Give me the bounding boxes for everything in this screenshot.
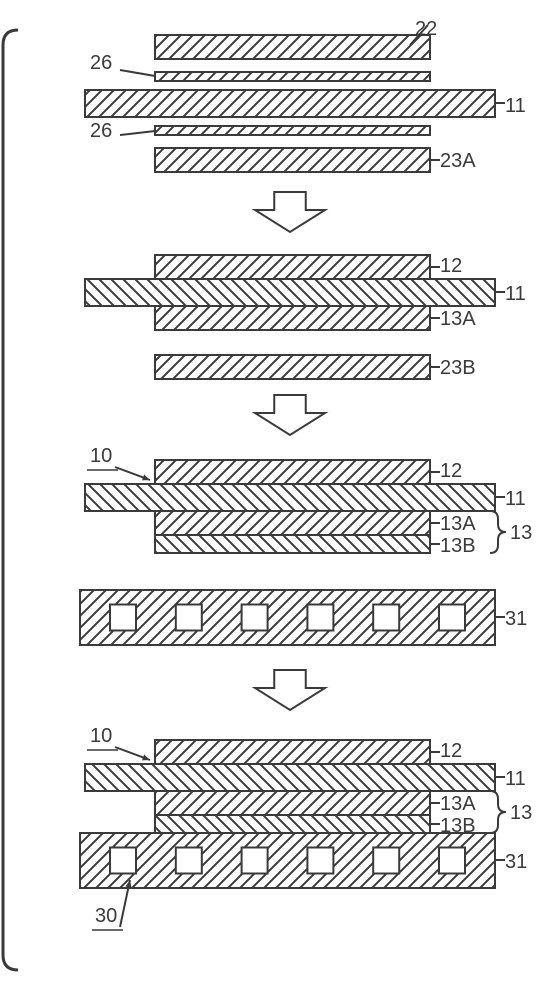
label-23B: 23B [440, 357, 476, 380]
layer-23B [155, 355, 430, 379]
label-11: 11 [505, 283, 526, 306]
brace-label-13: 13 [510, 522, 532, 545]
label-22: 22 [415, 18, 437, 41]
layer-13B [155, 535, 430, 553]
label-13A: 13A [440, 793, 476, 816]
label-11: 11 [505, 95, 526, 118]
layer-12 [155, 460, 430, 484]
left-bracket [3, 30, 18, 970]
label-12: 12 [440, 460, 462, 483]
label-13A: 13A [440, 513, 476, 536]
layer-23A [155, 148, 430, 172]
layer-26a [155, 72, 430, 81]
brace-label-13: 13 [510, 802, 532, 825]
pointer-30: 30 [95, 905, 117, 928]
label-12: 12 [440, 740, 462, 763]
substrate-31 [80, 833, 495, 888]
label-26b: 26 [90, 120, 112, 143]
down-arrow [255, 670, 325, 710]
label-31: 31 [505, 851, 527, 874]
down-arrow [255, 192, 325, 232]
layer-12 [155, 255, 430, 279]
label-13B: 13B [440, 535, 476, 558]
layer-13A [155, 511, 430, 535]
label-23A: 23A [440, 150, 476, 173]
layer-26b [155, 126, 430, 135]
label-11: 11 [505, 488, 526, 511]
label-31: 31 [505, 608, 527, 631]
layer-11 [85, 484, 495, 511]
layer-12 [155, 740, 430, 764]
layer-11 [85, 90, 495, 117]
label-13A: 13A [440, 308, 476, 331]
down-arrow [255, 395, 325, 435]
layer-13A [155, 306, 430, 330]
layer-13A [155, 791, 430, 815]
layer-11 [85, 279, 495, 306]
label-26a: 26 [90, 52, 112, 75]
pointer-10: 10 [90, 445, 112, 468]
label-11: 11 [505, 768, 526, 791]
layer-22 [155, 35, 430, 59]
label-12: 12 [440, 255, 462, 278]
layer-13B [155, 815, 430, 833]
layer-11 [85, 764, 495, 791]
label-13B: 13B [440, 815, 476, 838]
substrate-31 [80, 590, 495, 645]
pointer-10: 10 [90, 725, 112, 748]
